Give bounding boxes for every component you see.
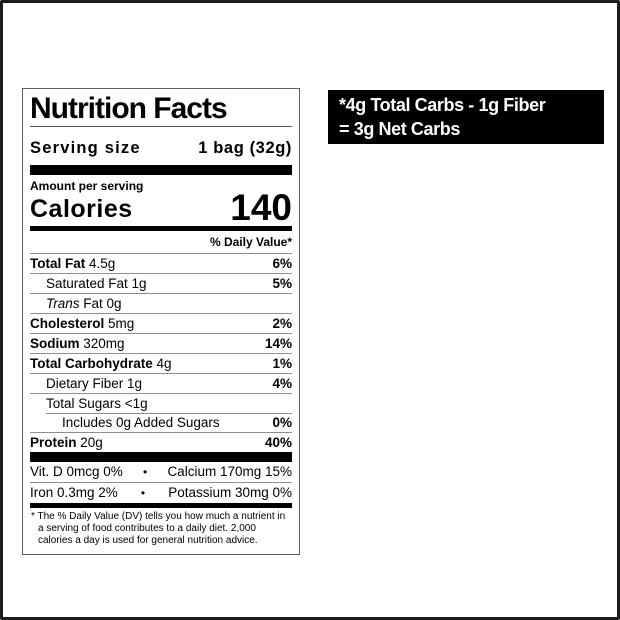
dv-value: 5% xyxy=(272,276,292,291)
nutrient-row-total-carbohydrate: Total Carbohydrate 4g 1% xyxy=(30,353,292,373)
dv-value: 0% xyxy=(272,415,292,430)
micro-right: Potassium 30mg 0% xyxy=(168,485,292,500)
micro-left: Vit. D 0mcg 0% xyxy=(30,464,123,479)
micro-left: Iron 0.3mg 2% xyxy=(30,485,118,500)
daily-value-header: % Daily Value* xyxy=(209,235,292,249)
dv-value: 14% xyxy=(264,336,292,351)
nutrient-row-protein: Protein 20g 40% xyxy=(30,432,292,452)
dv-value: 4% xyxy=(272,376,292,391)
nutrient-row-trans-fat: Trans Fat 0g xyxy=(30,293,292,313)
label-title: Nutrition Facts xyxy=(30,92,228,125)
micronutrient-rows: Vit. D 0mcg 0% • Calcium 170mg 15% Iron … xyxy=(30,462,292,503)
footnote-text: * The % Daily Value (DV) tells you how m… xyxy=(31,511,286,546)
nutrient-row-cholesterol: Cholesterol 5mg 2% xyxy=(30,313,292,333)
bullet-separator: • xyxy=(140,486,146,500)
dv-value: 40% xyxy=(264,435,292,450)
micronutrient-row-1: Vit. D 0mcg 0% • Calcium 170mg 15% xyxy=(30,462,292,482)
amount-per-serving-label: Amount per serving xyxy=(30,179,144,193)
nutrient-row-saturated-fat: Saturated Fat 1g 5% xyxy=(30,273,292,293)
nutrient-row-sodium: Sodium 320mg 14% xyxy=(30,333,292,353)
title-divider xyxy=(30,126,292,127)
nutrient-row-total-sugars: Total Sugars <1g xyxy=(30,393,292,413)
calories-label: Calories xyxy=(30,195,133,223)
nutrient-rows: Total Fat 4.5g 6% Saturated Fat 1g 5% Tr… xyxy=(30,253,292,452)
thick-bar xyxy=(30,165,292,175)
micronutrient-row-2: Iron 0.3mg 2% • Potassium 30mg 0% xyxy=(30,482,292,503)
daily-value-footnote: * The % Daily Value (DV) tells you how m… xyxy=(30,508,292,549)
nutrient-row-total-fat: Total Fat 4.5g 6% xyxy=(30,253,292,273)
serving-size-value: 1 bag (32g) xyxy=(198,139,292,157)
medium-bar xyxy=(30,226,292,231)
net-carbs-callout: *4g Total Carbs - 1g Fiber = 3g Net Carb… xyxy=(328,90,604,144)
serving-size-label: Serving size xyxy=(30,139,141,157)
calories-row: Calories 140 xyxy=(30,187,292,228)
dv-value: 6% xyxy=(272,256,292,271)
dv-value: 1% xyxy=(272,356,292,371)
bullet-separator: • xyxy=(143,465,148,479)
calories-value: 140 xyxy=(230,187,292,228)
micro-right: Calcium 170mg 15% xyxy=(167,464,292,479)
nutrient-row-added-sugars: Includes 0g Added Sugars 0% xyxy=(30,413,292,432)
serving-size-row: Serving size 1 bag (32g) xyxy=(30,139,292,158)
net-carbs-line-2: = 3g Net Carbs xyxy=(339,119,460,139)
dv-value: 2% xyxy=(272,316,292,331)
nutrient-row-dietary-fiber: Dietary Fiber 1g 4% xyxy=(30,373,292,393)
net-carbs-line-1: *4g Total Carbs - 1g Fiber xyxy=(339,95,546,115)
nutrition-facts-label: Nutrition Facts Serving size 1 bag (32g)… xyxy=(22,88,300,555)
thick-bar xyxy=(30,452,292,462)
medium-bar xyxy=(30,503,292,508)
